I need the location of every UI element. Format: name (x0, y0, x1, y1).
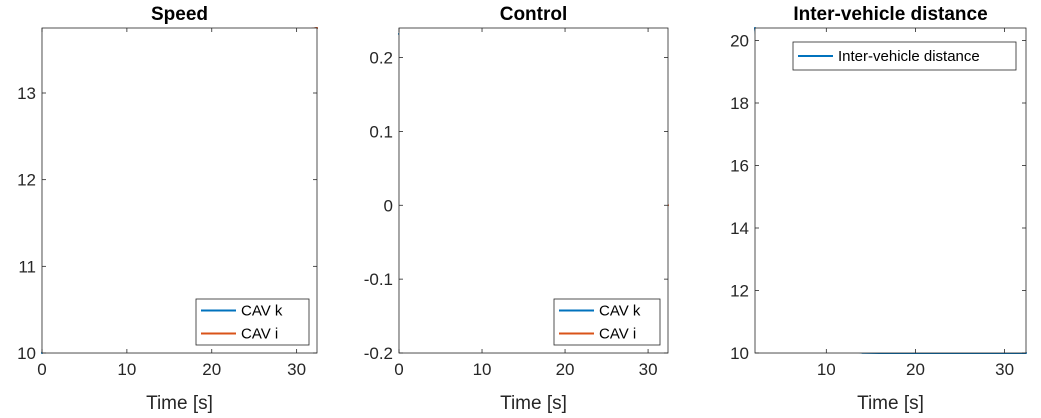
chart-1-x-tick-label-1: 10 (473, 360, 492, 379)
chart-2-x-tick-label-2: 30 (995, 360, 1014, 379)
chart-2-x-tick-label-1: 20 (906, 360, 925, 379)
chart-2-x-axis-label: Time [s] (857, 393, 924, 414)
chart-2-y-tick-label-3: 16 (730, 157, 749, 176)
chart-2-title: Inter-vehicle distance (793, 4, 987, 25)
chart-1-x-tick-label-2: 20 (556, 360, 575, 379)
inter-vehicle-distance-chart: 10 20 30 10 12 14 16 18 20 Inter-vehicle distance… (730, 4, 1027, 414)
chart-0-legend-label-1: CAV i (241, 326, 278, 343)
chart-1-legend: CAV k CAV i (553, 298, 661, 346)
chart-1-y-tick-label-4: 0.2 (369, 49, 393, 68)
chart-2-y-tick-label-0: 10 (730, 344, 749, 363)
chart-1-x-tick-label-0: 0 (394, 360, 403, 379)
chart-0-legend: CAV k CAV i (195, 298, 310, 346)
chart-0-title: Speed (151, 4, 208, 25)
chart-0-legend-label-0: CAV k (241, 303, 283, 320)
chart-1-x-tick-label-3: 30 (639, 360, 658, 379)
chart-0-legend-box (195, 298, 310, 346)
chart-0-x-tick-label-1: 10 (117, 360, 136, 379)
chart-1-y-tick-label-2: 0 (384, 196, 393, 215)
control-chart: 0 10 20 30 -0.2 -0.1 0 0.1 0.2 Control Time [s] CAV… (364, 4, 669, 414)
chart-2-y-tick-label-5: 20 (730, 32, 749, 51)
chart-2-y-tick-label-2: 14 (730, 219, 749, 238)
chart-2-y-tick-label-4: 18 (730, 94, 749, 113)
chart-0-y-tick-label-3: 13 (17, 84, 36, 103)
chart-1-x-axis-label: Time [s] (500, 393, 567, 414)
chart-0-y-tick-label-2: 12 (17, 171, 36, 190)
chart-1-y-tick-label-1: -0.1 (364, 270, 393, 289)
chart-2-legend-label-0: Inter-vehicle distance (838, 48, 980, 65)
chart-0-x-tick-label-3: 30 (287, 360, 306, 379)
chart-0-y-tick-label-0: 10 (17, 344, 36, 363)
chart-2-y-tick-label-1: 12 (730, 282, 749, 301)
chart-1-legend-label-0: CAV k (599, 303, 641, 320)
chart-1-y-tick-label-3: 0.1 (369, 122, 393, 141)
chart-0-x-axis-label: Time [s] (146, 393, 213, 414)
chart-1-title: Control (500, 4, 568, 25)
chart-2-x-tick-label-0: 10 (817, 360, 836, 379)
chart-0-x-tick-label-2: 20 (202, 360, 221, 379)
chart-2-axes-box (754, 27, 1027, 354)
chart-1-y-tick-label-0: -0.2 (364, 344, 393, 363)
chart-1-legend-label-1: CAV i (599, 326, 636, 343)
chart-2-legend: Inter-vehicle distance (792, 41, 1017, 71)
chart-0-x-tick-label-0: 0 (37, 360, 46, 379)
chart-1-legend-box (553, 298, 661, 346)
chart-0-y-tick-label-1: 11 (18, 257, 36, 276)
